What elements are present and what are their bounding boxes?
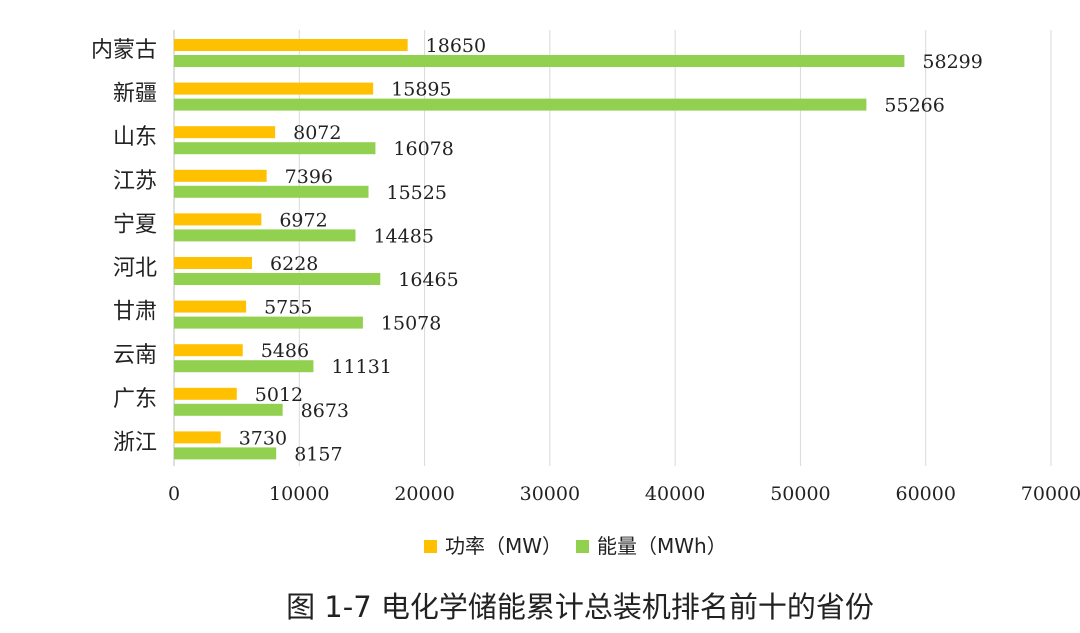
bar-power-8: [174, 387, 237, 400]
bar-power-2: [174, 126, 276, 139]
value-label-energy-1: 55266: [884, 95, 944, 117]
category-label-8: 广东: [113, 387, 157, 412]
x-tick-label-1: 10000: [269, 483, 329, 505]
x-tick-label-0: 0: [168, 483, 180, 505]
x-axis-ticks: 0 10000 20000 30000 40000 50000 60000 70000: [168, 483, 1080, 505]
category-label-2: 山东: [113, 125, 157, 150]
value-label-energy-6: 15078: [381, 313, 441, 335]
value-label-energy-7: 11131: [331, 356, 391, 378]
category-label-9: 浙江: [113, 430, 157, 455]
legend-label-power: 功率（MW）: [445, 534, 562, 558]
category-label-3: 江苏: [113, 169, 157, 194]
value-label-energy-8: 8673: [301, 400, 349, 422]
bar-power-0: [174, 39, 408, 51]
category-label-7: 云南: [113, 343, 157, 368]
value-label-power-0: 18650: [426, 35, 486, 57]
category-label-6: 甘肃: [113, 300, 157, 325]
legend-swatch-power: [424, 540, 437, 553]
bar-power-1: [174, 82, 374, 95]
value-label-power-7: 5486: [261, 340, 309, 362]
x-tick-label-4: 40000: [645, 483, 705, 505]
bar-energy-2: [174, 142, 376, 155]
x-tick-label-5: 50000: [770, 483, 830, 505]
category-label-1: 新疆: [113, 82, 157, 107]
value-label-energy-3: 15525: [387, 182, 447, 204]
x-tick-label-2: 20000: [394, 483, 454, 505]
bar-energy-7: [174, 360, 314, 373]
bar-energy-4: [174, 229, 356, 242]
value-label-power-5: 6228: [270, 253, 318, 275]
x-tick-label-7: 70000: [1021, 483, 1080, 505]
bars: 18650 58299 15895 55266 8072 16078 7396 15525 69…: [174, 35, 983, 465]
x-tick-label-6: 60000: [895, 483, 955, 505]
bar-energy-3: [174, 185, 369, 198]
bar-power-9: [174, 431, 221, 444]
value-label-power-3: 7396: [285, 166, 333, 188]
bar-power-7: [174, 344, 243, 357]
x-tick-label-3: 30000: [520, 483, 580, 505]
category-label-0: 内蒙古: [91, 38, 157, 63]
bar-energy-9: [174, 447, 277, 460]
value-label-energy-0: 58299: [922, 51, 982, 73]
value-label-power-6: 5755: [264, 297, 312, 319]
legend-label-energy: 能量（MWh）: [597, 534, 727, 558]
value-label-power-9: 3730: [239, 427, 287, 449]
bar-energy-0: [174, 55, 905, 67]
legend-swatch-energy: [576, 540, 589, 553]
bar-energy-5: [174, 273, 381, 285]
category-label-5: 河北: [113, 256, 157, 281]
bar-energy-6: [174, 316, 363, 329]
value-label-energy-2: 16078: [393, 138, 453, 160]
bar-power-3: [174, 169, 267, 182]
bar-power-5: [174, 257, 253, 269]
value-label-power-1: 15895: [391, 79, 451, 101]
bar-power-6: [174, 300, 247, 313]
bar-energy-1: [174, 98, 867, 111]
bar-energy-8: [174, 403, 283, 416]
value-label-energy-4: 14485: [373, 225, 433, 247]
category-label-4: 宁夏: [113, 212, 157, 237]
value-label-energy-9: 8157: [294, 443, 342, 465]
value-label-power-8: 5012: [255, 384, 303, 406]
value-label-power-2: 8072: [293, 122, 341, 144]
bar-power-4: [174, 213, 262, 226]
legend: 功率（MW） 能量（MWh）: [424, 534, 727, 558]
figure-caption: 图 1-7 电化学储能累计总装机排名前十的省份: [286, 590, 874, 624]
value-label-power-4: 6972: [279, 209, 327, 231]
value-label-energy-5: 16465: [398, 269, 458, 291]
